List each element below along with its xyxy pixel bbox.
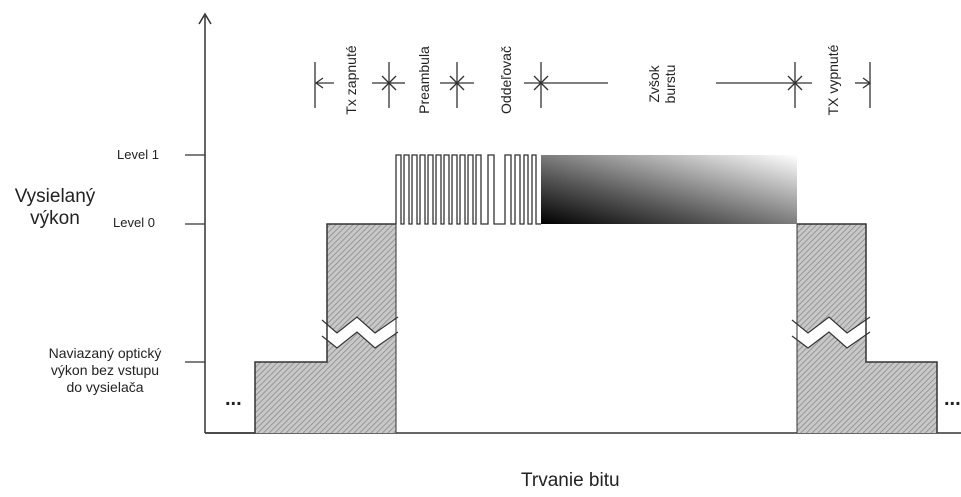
segment-label-preamble: Preambula [416, 46, 432, 114]
level0-label: Level 0 [113, 215, 155, 230]
segment-label-tx-on: Tx zapnuté [343, 45, 359, 115]
axis-break-left [321, 316, 399, 349]
low-level-note-line2: výkon bez vstupu [50, 362, 160, 378]
burst-rest-gradient [541, 155, 797, 224]
ellipsis-right: ... [944, 388, 961, 410]
low-level-note: Naviazaný optický výkon bez vstupu do vy… [30, 345, 180, 396]
low-level-note-line3: do vysielača [66, 379, 144, 395]
preamble-pulses [395, 154, 541, 225]
ellipsis-left: ... [225, 388, 242, 410]
segment-label-burst-rest-line2: burstu [662, 64, 678, 104]
segment-label-delimiter: Oddeľovač [498, 46, 514, 114]
y-axis-label: Vysielaný výkon [4, 186, 106, 230]
y-axis-label-line1: Vysielaný [14, 186, 96, 207]
power-envelope [205, 223, 396, 434]
low-level-note-line1: Naviazaný optický [48, 345, 162, 361]
level1-label: Level 1 [117, 147, 159, 162]
segment-boundaries [314, 62, 871, 108]
segment-label-burst-rest-line1: Zvšok [646, 65, 662, 103]
axis-break-right [791, 316, 871, 349]
segment-label-tx-off: TX vypnuté [825, 44, 841, 116]
segment-dimension-lines [314, 77, 872, 89]
x-axis-label: Trvanie bitu [521, 470, 620, 491]
segment-label-burst-rest: Zvšok burstu [646, 34, 678, 134]
y-axis-label-line2: výkon [30, 208, 80, 229]
power-envelope-tail [797, 223, 938, 433]
